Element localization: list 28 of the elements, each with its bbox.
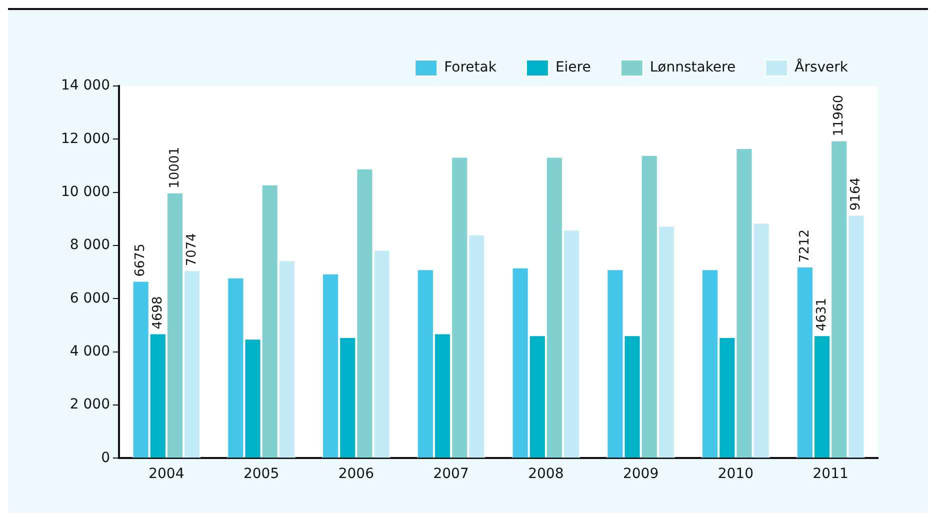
legend-label: Årsverk [794,58,849,76]
legend-label: Lønnstakere [650,60,736,76]
data-label: 4631 [814,298,830,332]
x-tick-label: 2006 [338,466,374,482]
y-tick-label: 12 000 [60,130,110,147]
y-tick-label: 6 000 [70,290,110,306]
y-tick-label: 8 000 [70,237,110,254]
x-tick-label: 2010 [718,466,754,482]
x-tick-label: 2004 [148,466,184,482]
y-tick-label: 14 000 [60,78,110,94]
data-label: 7212 [797,229,812,262]
legend-label: Foretak [444,60,498,76]
data-label: 10001 [167,146,182,188]
x-tick-label: 2009 [622,466,659,482]
x-tick-label: 2005 [243,466,280,482]
x-tick-label: 2008 [528,466,564,482]
data-label: 6675 [133,244,148,277]
x-tick-label: 2011 [812,466,848,482]
y-tick-label: 4 000 [70,344,110,360]
data-label: 7074 [184,233,200,266]
data-label: 4698 [150,296,166,330]
legend-label: Eiere [555,60,591,76]
data-label: 11960 [831,94,846,136]
y-tick-label: 10 000 [60,184,110,200]
y-tick-label: 0 [101,450,110,466]
data-label: 9164 [848,177,864,211]
y-tick-label: 2 000 [70,396,110,413]
x-tick-label: 2007 [433,466,469,482]
